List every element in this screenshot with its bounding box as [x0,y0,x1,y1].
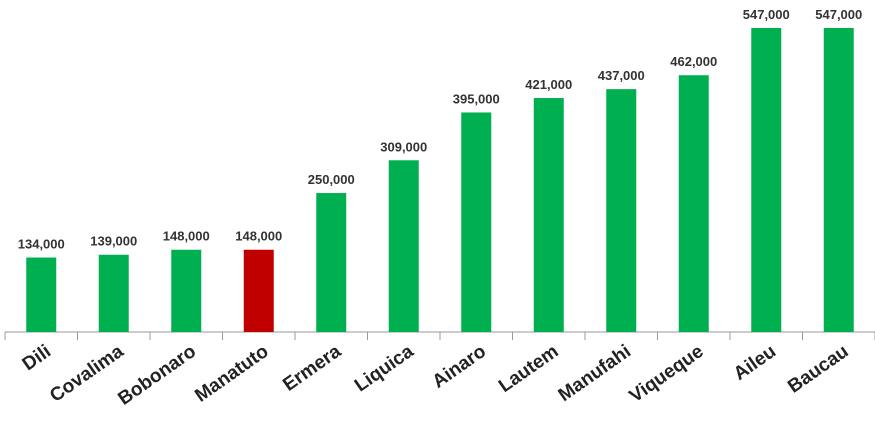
value-label: 148,000 [235,229,282,244]
x-tick-label: Lautem [495,341,562,397]
bar [606,89,637,332]
value-label: 134,000 [18,237,65,252]
x-tick-label: Covalima [46,341,128,407]
x-tick-label: Aileu [730,341,780,385]
value-label: 462,000 [670,54,717,69]
x-tick-label: Viqueque [626,341,708,407]
bar [461,112,492,333]
x-tick-label: Baucau [784,341,852,398]
bar [316,193,347,332]
x-tick-label: Manufahi [555,341,635,406]
x-tick-label: Liquica [351,341,418,397]
value-label: 139,000 [90,234,137,249]
x-tick-label: Ainaro [429,341,490,393]
x-tick-label: Dili [19,341,55,375]
value-label: 437,000 [598,68,645,83]
bar [533,98,564,332]
x-tick-label: Ermera [279,341,345,396]
bar [98,254,129,332]
bar [26,257,57,332]
bar [388,160,419,332]
value-label: 547,000 [815,7,862,22]
bar [751,28,782,332]
value-label: 250,000 [308,172,355,187]
bar [171,249,202,332]
bar [243,249,274,332]
x-tick-label: Manatuto [191,341,272,407]
value-label: 309,000 [380,139,427,154]
value-label: 421,000 [525,77,572,92]
bar [678,75,709,332]
value-label: 395,000 [453,91,500,106]
value-label: 148,000 [163,229,210,244]
x-tick-label: Bobonaro [114,341,200,410]
value-label: 547,000 [743,7,790,22]
bar [823,28,854,332]
